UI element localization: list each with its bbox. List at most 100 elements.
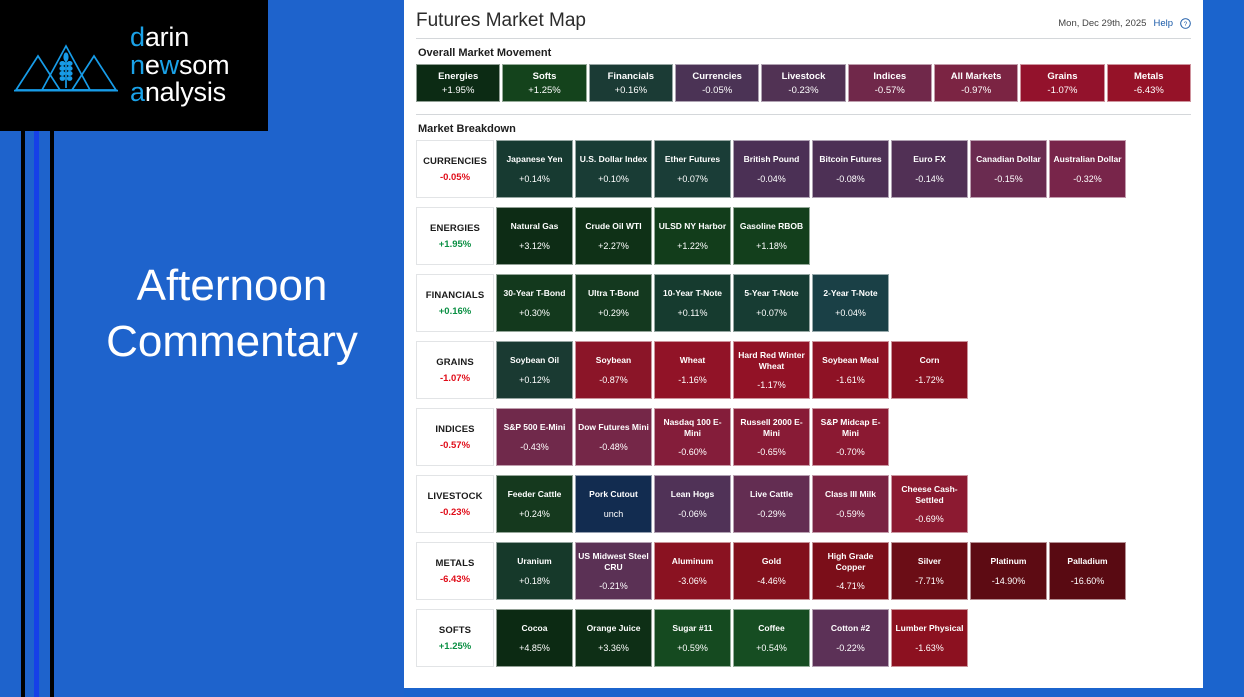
breakdown-row-label[interactable]: INDICES -0.57%	[416, 408, 494, 466]
overall-tile[interactable]: Livestock -0.23%	[761, 64, 846, 102]
breakdown-tile[interactable]: Cotton #2 -0.22%	[812, 609, 889, 667]
brand-darin-rest: arin	[144, 22, 190, 53]
breakdown-tile[interactable]: Pork Cutout unch	[575, 475, 652, 533]
overall-tile[interactable]: Indices -0.57%	[847, 64, 932, 102]
breakdown-tile[interactable]: Australian Dollar -0.32%	[1049, 140, 1126, 198]
breakdown-tile[interactable]: Gold -4.46%	[733, 542, 810, 600]
breakdown-tile-change: -1.17%	[757, 379, 786, 390]
header-date: Mon, Dec 29th, 2025	[1058, 18, 1147, 29]
breakdown-tile[interactable]: S&P 500 E-Mini -0.43%	[496, 408, 573, 466]
brand-line-newsom: newsom	[130, 49, 230, 80]
breakdown-tile-change: -0.15%	[994, 173, 1023, 184]
breakdown-tile[interactable]: Soybean -0.87%	[575, 341, 652, 399]
breakdown-tile[interactable]: Orange Juice +3.36%	[575, 609, 652, 667]
breakdown-tile[interactable]: 30-Year T-Bond +0.30%	[496, 274, 573, 332]
breakdown-category-change: -6.43%	[439, 573, 471, 585]
breakdown-tile-change: +0.24%	[519, 508, 550, 519]
overall-tile-change: +1.95%	[441, 84, 475, 96]
breakdown-tile[interactable]: Feeder Cattle +0.24%	[496, 475, 573, 533]
breakdown-tile[interactable]: Corn -1.72%	[891, 341, 968, 399]
breakdown-row-label[interactable]: CURRENCIES -0.05%	[416, 140, 494, 198]
overall-tile[interactable]: Financials +0.16%	[588, 64, 673, 102]
breakdown-tile[interactable]: U.S. Dollar Index +0.10%	[575, 140, 652, 198]
breakdown-tile[interactable]: Cocoa +4.85%	[496, 609, 573, 667]
breakdown-tile-change: -0.59%	[836, 508, 865, 519]
breakdown-tile-name: U.S. Dollar Index	[579, 154, 648, 165]
breakdown-tile-change: -4.71%	[836, 580, 865, 591]
breakdown-tile[interactable]: Uranium +0.18%	[496, 542, 573, 600]
breakdown-tile[interactable]: Platinum -14.90%	[970, 542, 1047, 600]
breakdown-tile[interactable]: Silver -7.71%	[891, 542, 968, 600]
breakdown-tile[interactable]: Japanese Yen +0.14%	[496, 140, 573, 198]
svg-text:?: ?	[1184, 21, 1188, 28]
breakdown-tile[interactable]: Gasoline RBOB +1.18%	[733, 207, 810, 265]
help-link[interactable]: Help	[1153, 18, 1173, 29]
breakdown-tile-name: Australian Dollar	[1053, 154, 1122, 165]
breakdown-tile-change: -1.63%	[915, 642, 944, 653]
breakdown-tile-change: +0.07%	[756, 307, 787, 318]
breakdown-tile[interactable]: Live Cattle -0.29%	[733, 475, 810, 533]
breakdown-tile[interactable]: Soybean Meal -1.61%	[812, 341, 889, 399]
breakdown-tile[interactable]: Bitcoin Futures -0.08%	[812, 140, 889, 198]
breakdown-tile[interactable]: Cheese Cash-Settled -0.69%	[891, 475, 968, 533]
overall-tile[interactable]: All Markets -0.97%	[933, 64, 1019, 102]
breakdown-tile-name: British Pound	[743, 154, 800, 165]
overall-tile[interactable]: Currencies -0.05%	[674, 64, 760, 102]
breakdown-tile[interactable]: Hard Red Winter Wheat -1.17%	[733, 341, 810, 399]
breakdown-tile[interactable]: Euro FX -0.14%	[891, 140, 968, 198]
breakdown-tile-name: Natural Gas	[510, 221, 559, 232]
breakdown-tile-name: Cocoa	[521, 623, 548, 634]
breakdown-tile-change: -0.60%	[678, 446, 707, 457]
breakdown-tile-change: +0.30%	[519, 307, 550, 318]
question-circle-icon[interactable]: ?	[1180, 18, 1191, 29]
overall-tile-change: +0.16%	[614, 84, 648, 96]
breakdown-category-name: METALS	[435, 557, 475, 569]
breakdown-tile[interactable]: Dow Futures Mini -0.48%	[575, 408, 652, 466]
breakdown-tile-name: Japanese Yen	[506, 154, 563, 165]
breakdown-tile[interactable]: Lean Hogs -0.06%	[654, 475, 731, 533]
breakdown-tile[interactable]: Lumber Physical -1.63%	[891, 609, 968, 667]
three-mountains-wheat-logo-icon	[14, 43, 118, 91]
overall-tile[interactable]: Grains -1.07%	[1020, 64, 1105, 102]
breakdown-row-label[interactable]: GRAINS -1.07%	[416, 341, 494, 399]
breakdown-tile[interactable]: ULSD NY Harbor +1.22%	[654, 207, 731, 265]
breakdown-tile[interactable]: Sugar #11 +0.59%	[654, 609, 731, 667]
breakdown-tile[interactable]: Aluminum -3.06%	[654, 542, 731, 600]
breakdown-tile[interactable]: British Pound -0.04%	[733, 140, 810, 198]
overall-tile[interactable]: Softs +1.25%	[502, 64, 587, 102]
breakdown-tile[interactable]: Wheat -1.16%	[654, 341, 731, 399]
breakdown-tile[interactable]: Soybean Oil +0.12%	[496, 341, 573, 399]
breakdown-tile[interactable]: S&P Midcap E-Mini -0.70%	[812, 408, 889, 466]
breakdown-tile[interactable]: Ether Futures +0.07%	[654, 140, 731, 198]
breakdown-tile[interactable]: US Midwest Steel CRU -0.21%	[575, 542, 652, 600]
breakdown-category-name: FINANCIALS	[425, 289, 485, 301]
breakdown-row-label[interactable]: LIVESTOCK -0.23%	[416, 475, 494, 533]
breakdown-tile[interactable]: 10-Year T-Note +0.11%	[654, 274, 731, 332]
breakdown-tile-name: Live Cattle	[750, 489, 793, 500]
breakdown-row-label[interactable]: FINANCIALS +0.16%	[416, 274, 494, 332]
breakdown-tile[interactable]: Ultra T-Bond +0.29%	[575, 274, 652, 332]
breakdown-tile[interactable]: Palladium -16.60%	[1049, 542, 1126, 600]
breakdown-tile[interactable]: 5-Year T-Note +0.07%	[733, 274, 810, 332]
breakdown-tile[interactable]: Coffee +0.54%	[733, 609, 810, 667]
brand-newsom-e: e	[144, 49, 160, 80]
header-meta: Mon, Dec 29th, 2025 Help ?	[1058, 18, 1191, 32]
overall-tile[interactable]: Metals -6.43%	[1106, 64, 1191, 102]
breakdown-tile[interactable]: Natural Gas +3.12%	[496, 207, 573, 265]
breakdown-tile[interactable]: Class III Milk -0.59%	[812, 475, 889, 533]
breakdown-tile[interactable]: Russell 2000 E-Mini -0.65%	[733, 408, 810, 466]
breakdown-tile-name: Gold	[761, 556, 782, 567]
breakdown-tile[interactable]: Nasdaq 100 E-Mini -0.60%	[654, 408, 731, 466]
breakdown-row-label[interactable]: METALS -6.43%	[416, 542, 494, 600]
breakdown-tile[interactable]: High Grade Copper -4.71%	[812, 542, 889, 600]
overall-tile-name: Financials	[607, 70, 655, 82]
breakdown-tile[interactable]: Canadian Dollar -0.15%	[970, 140, 1047, 198]
brand-logo-block: darin newsom analysis	[0, 0, 268, 131]
breakdown-row-label[interactable]: ENERGIES +1.95%	[416, 207, 494, 265]
breakdown-row-label[interactable]: SOFTS +1.25%	[416, 609, 494, 667]
breakdown-tile-name: Lean Hogs	[670, 489, 715, 500]
overall-tile[interactable]: Energies +1.95%	[416, 64, 501, 102]
breakdown-tile-name: Wheat	[679, 355, 706, 366]
breakdown-tile[interactable]: 2-Year T-Note +0.04%	[812, 274, 889, 332]
breakdown-tile[interactable]: Crude Oil WTI +2.27%	[575, 207, 652, 265]
